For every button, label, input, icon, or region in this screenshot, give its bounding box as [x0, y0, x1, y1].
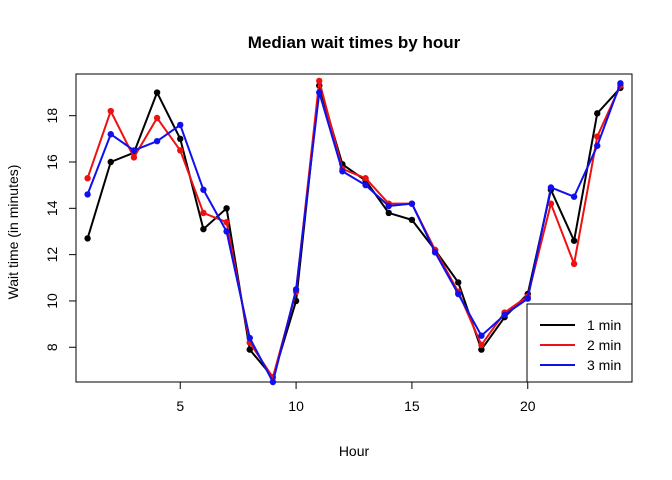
legend-label-2-min: 2 min: [587, 337, 621, 353]
data-point-3-min-24: [617, 80, 624, 87]
data-point-1-min-15: [408, 216, 416, 224]
x-tick-label-10: 10: [288, 398, 304, 414]
y-tick-label-8: 8: [44, 343, 60, 351]
data-point-2-min-2: [107, 107, 114, 115]
y-tick-label-14: 14: [44, 200, 60, 216]
x-tick-label-15: 15: [404, 398, 420, 414]
data-point-1-min-2: [107, 158, 114, 166]
data-point-2-min-22: [570, 260, 578, 268]
data-point-3-min-14: [385, 202, 392, 210]
y-tick-label-16: 16: [44, 154, 60, 170]
data-point-3-min-19: [501, 311, 508, 319]
y-tick-label-18: 18: [44, 108, 60, 124]
x-axis: 5 10 15 20: [176, 382, 536, 414]
data-point-1-min-22: [570, 237, 578, 244]
data-point-3-min-6: [200, 186, 207, 193]
data-point-3-min-11: [316, 89, 323, 96]
data-point-3-min-8: [246, 334, 253, 342]
legend-label-3-min: 3 min: [587, 357, 621, 373]
data-point-2-min-11: [316, 77, 323, 85]
data-point-3-min-12: [339, 168, 346, 175]
data-point-1-min-1: [84, 235, 91, 242]
data-point-1-min-7: [223, 205, 230, 212]
x-axis-label: Hour: [339, 443, 370, 459]
data-point-3-min-9: [269, 378, 277, 386]
data-point-2-min-6: [200, 209, 207, 217]
data-point-3-min-3: [130, 147, 138, 154]
data-point-3-min-2: [107, 131, 114, 138]
legend: 1 min 2 min 3 min: [526, 303, 633, 383]
data-point-2-min-23: [594, 133, 601, 140]
x-tick-label-20: 20: [520, 398, 536, 414]
data-point-3-min-7: [223, 228, 230, 235]
data-point-3-min-10: [292, 286, 300, 293]
data-point-1-min-5: [177, 135, 184, 143]
legend-label-1-min: 1 min: [587, 317, 621, 333]
data-point-3-min-5: [177, 121, 184, 129]
series-line-3-min: [86, 82, 622, 383]
y-tick-label-12: 12: [44, 247, 60, 263]
data-point-3-min-21: [547, 184, 555, 191]
series-layer: [84, 77, 624, 386]
x-tick-label-5: 5: [176, 398, 184, 414]
data-point-1-min-6: [200, 225, 207, 233]
data-point-2-min-5: [177, 147, 184, 154]
data-point-2-min-18: [478, 341, 485, 349]
data-point-3-min-4: [153, 137, 161, 145]
data-point-3-min-20: [524, 295, 531, 302]
data-point-3-min-13: [362, 181, 369, 189]
y-axis: 8 10 12 14 16 18: [44, 108, 76, 351]
y-tick-label-10: 10: [44, 293, 60, 309]
data-point-2-min-21: [547, 200, 555, 207]
data-point-1-min-18: [478, 346, 485, 353]
data-point-2-min-3: [130, 154, 138, 161]
data-point-3-min-1: [84, 191, 91, 198]
data-point-1-min-4: [153, 89, 161, 96]
data-point-3-min-18: [478, 332, 485, 339]
plot-frame: [75, 73, 633, 383]
data-point-2-min-13: [362, 175, 369, 182]
data-point-3-min-17: [455, 290, 462, 298]
data-point-3-min-16: [431, 249, 439, 256]
data-point-1-min-14: [385, 209, 392, 217]
data-point-1-min-23: [594, 110, 601, 117]
chart-title: Median wait times by hour: [248, 33, 461, 52]
data-point-2-min-4: [153, 114, 161, 122]
data-point-2-min-1: [84, 175, 91, 182]
data-point-3-min-15: [408, 200, 416, 207]
data-point-3-min-22: [570, 193, 578, 200]
data-point-1-min-8: [246, 346, 253, 353]
data-point-3-min-23: [594, 142, 601, 149]
data-point-2-min-7: [223, 219, 230, 226]
y-axis-label: Wait time (in minutes): [5, 165, 21, 300]
data-point-1-min-17: [455, 279, 462, 286]
legend-box: [526, 303, 633, 383]
